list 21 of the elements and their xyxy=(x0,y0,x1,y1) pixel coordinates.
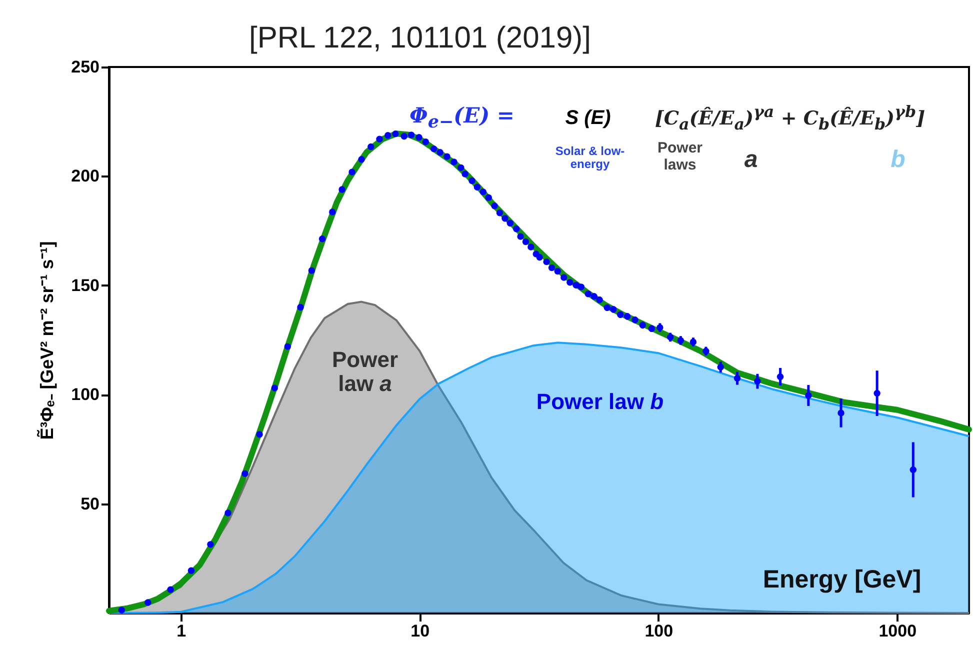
text: [C$_{a}$(Ê/E$_{a}$)$^{γa}$ + C$_{b}$(Ê/E$_{b}$)$^{γb}$] xyxy=(654,102,926,134)
annotation: Power laws xyxy=(656,140,704,174)
series-label: Power law b xyxy=(536,388,664,414)
x-tick-label: 10 xyxy=(410,622,430,640)
chart-title: [PRL 122, 101101 (2019)] xyxy=(249,22,591,54)
annotation: Solar & low-energy xyxy=(554,144,626,172)
y-tick-label: 50 xyxy=(80,494,100,514)
x-tick-label: 1 xyxy=(176,622,186,640)
series-label: Power law a xyxy=(332,346,398,396)
y-tick-label: 200 xyxy=(71,166,100,186)
y-axis-title: Ẽ³Φₑ₋ [GeV² m⁻² sr⁻¹ s⁻¹] xyxy=(37,241,58,440)
annotation: Φ$_{e−}$(E) = xyxy=(410,102,514,133)
y-tick-label: 100 xyxy=(71,385,100,404)
annotation: a xyxy=(744,146,758,174)
x-tick-label: 1000 xyxy=(878,622,917,640)
x-axis-title: Energy [GeV] xyxy=(762,565,922,594)
annotation: S (E) xyxy=(565,107,611,129)
y-tick-label: 250 xyxy=(71,58,100,76)
annotation: b xyxy=(890,146,906,174)
y-tick-label: 150 xyxy=(71,276,100,295)
x-tick-label: 100 xyxy=(644,622,674,640)
